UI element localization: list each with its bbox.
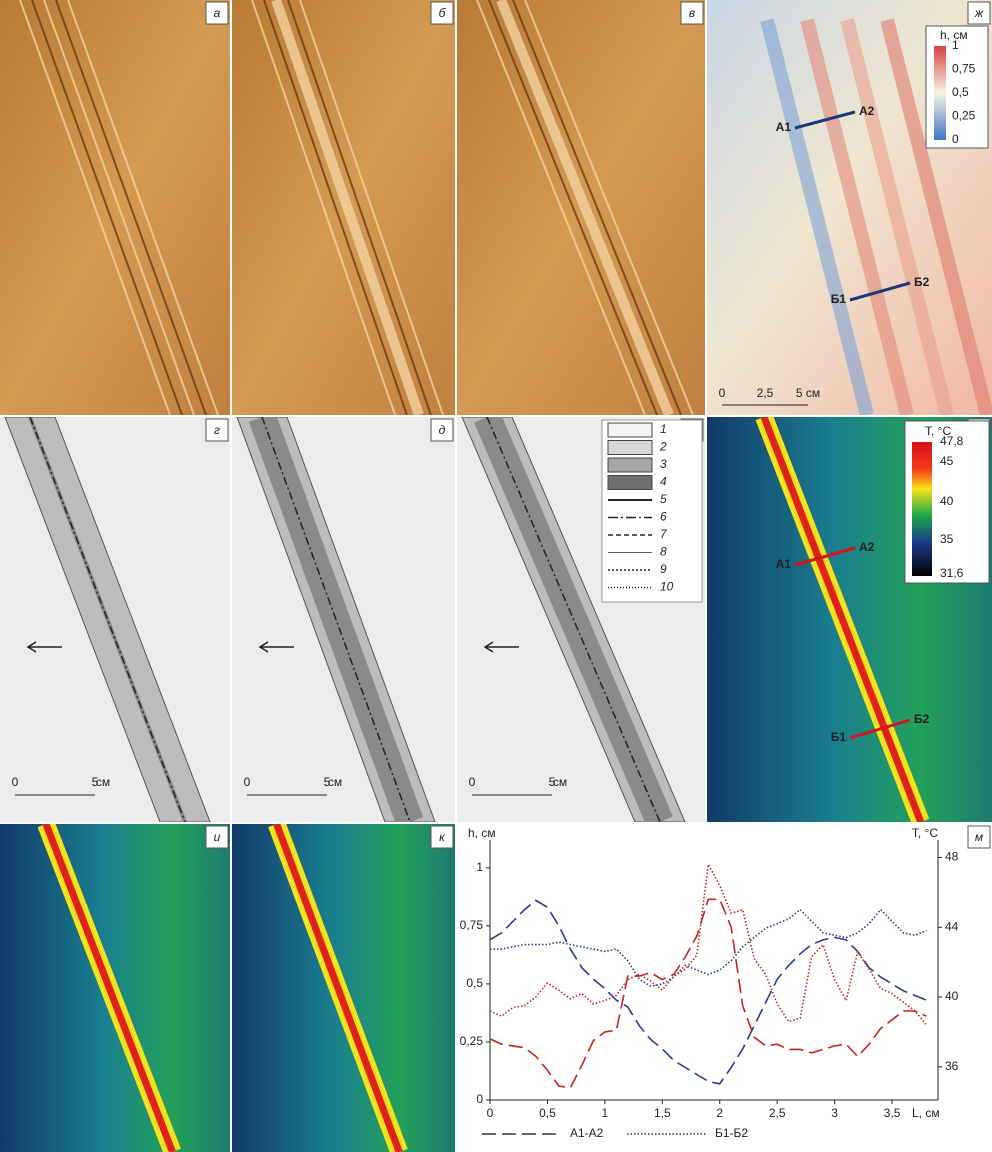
series-line — [490, 899, 927, 1088]
legend-label: Б1-Б2 — [715, 1126, 748, 1140]
legend-swatch — [608, 441, 652, 455]
colorbar-tick: 47,8 — [940, 434, 964, 448]
x-tick-label: 0,5 — [539, 1106, 556, 1120]
panel-label: м — [975, 830, 983, 844]
y2-tick-label: 36 — [945, 1059, 959, 1073]
colorbar-tick: 40 — [940, 494, 954, 508]
legend-swatch — [608, 423, 652, 437]
series-line — [490, 864, 927, 1025]
y-tick-label: 0,5 — [466, 976, 483, 990]
colorbar — [912, 442, 932, 576]
x-tick-label: 2 — [716, 1106, 723, 1120]
x-tick-label: 1,5 — [654, 1106, 671, 1120]
panel-label: в — [689, 6, 695, 20]
panel-label: и — [214, 830, 221, 844]
panel-label: г — [214, 423, 220, 437]
profile-label: Б1 — [831, 292, 847, 306]
colorbar-tick: 0,75 — [952, 62, 976, 76]
panel-label: а — [214, 6, 221, 20]
scale-label: 0 — [244, 775, 251, 789]
colorbar-tick: 0,25 — [952, 109, 976, 123]
legend-label: 2 — [659, 440, 667, 454]
x-tick-label: 2,5 — [769, 1106, 786, 1120]
y2-tick-label: 48 — [945, 850, 959, 864]
legend-label: 4 — [660, 475, 667, 489]
panel-label: д — [439, 423, 446, 437]
legend-label: 1 — [660, 422, 667, 436]
profile-label: А2 — [859, 540, 875, 554]
y-tick-label: 0,25 — [460, 1034, 484, 1048]
y-tick-label: 1 — [476, 860, 483, 874]
panel — [0, 0, 230, 415]
legend-label: 5 — [660, 492, 667, 506]
scale-label: 0 — [469, 775, 476, 789]
x-tick-label: 1 — [602, 1106, 609, 1120]
panel — [232, 824, 455, 1152]
y2-tick-label: 40 — [945, 989, 959, 1003]
profile-label: Б1 — [831, 730, 847, 744]
x-tick-label: 0 — [487, 1106, 494, 1120]
profile-label: А1 — [776, 557, 792, 571]
scale-label: 0 — [719, 386, 726, 400]
scale-label: см — [328, 775, 342, 789]
legend-label: 8 — [660, 545, 667, 559]
y2-tick-label: 44 — [945, 919, 959, 933]
x-axis-label: L, см — [912, 1106, 940, 1120]
legend-label: 9 — [660, 562, 667, 576]
colorbar-tick: 0 — [952, 132, 959, 146]
y-tick-label: 0 — [476, 1092, 483, 1106]
legend-label: 3 — [660, 457, 667, 471]
legend-label: А1-А2 — [570, 1126, 604, 1140]
panel — [0, 824, 230, 1152]
colorbar-tick: 45 — [940, 454, 954, 468]
y-axis-label: h, см — [468, 826, 496, 840]
panel — [457, 0, 705, 415]
legend-label: 6 — [660, 510, 667, 524]
scale-label: см — [96, 775, 110, 789]
profile-label: А1 — [776, 120, 792, 134]
y2-axis-label: T, °C — [912, 826, 938, 840]
panel: 05см — [0, 417, 230, 822]
panel-label: ж — [974, 6, 984, 20]
profile-label: Б2 — [914, 712, 930, 726]
colorbar-tick: 1 — [952, 38, 959, 52]
colorbar-tick: 35 — [940, 532, 954, 546]
scale-label: 5 см — [796, 386, 820, 400]
x-tick-label: 3,5 — [884, 1106, 901, 1120]
profile-label: Б2 — [914, 275, 930, 289]
series-line — [490, 900, 927, 1083]
colorbar-tick: 0,5 — [952, 85, 969, 99]
profile-label: А2 — [859, 104, 875, 118]
colorbar-tick: 31,6 — [940, 566, 964, 580]
scale-label: 0 — [12, 775, 19, 789]
y-tick-label: 0,75 — [460, 918, 484, 932]
figure: абвж05смг05смд05смеликмh, см10,750,50,25… — [0, 0, 992, 1152]
x-tick-label: 3 — [831, 1106, 838, 1120]
panel — [232, 0, 455, 415]
colorbar — [934, 46, 946, 140]
scale-label: 2,5 — [757, 386, 774, 400]
legend-swatch — [608, 458, 652, 472]
scale-label: см — [553, 775, 567, 789]
legend-swatch — [608, 476, 652, 490]
legend-label: 10 — [660, 580, 674, 594]
